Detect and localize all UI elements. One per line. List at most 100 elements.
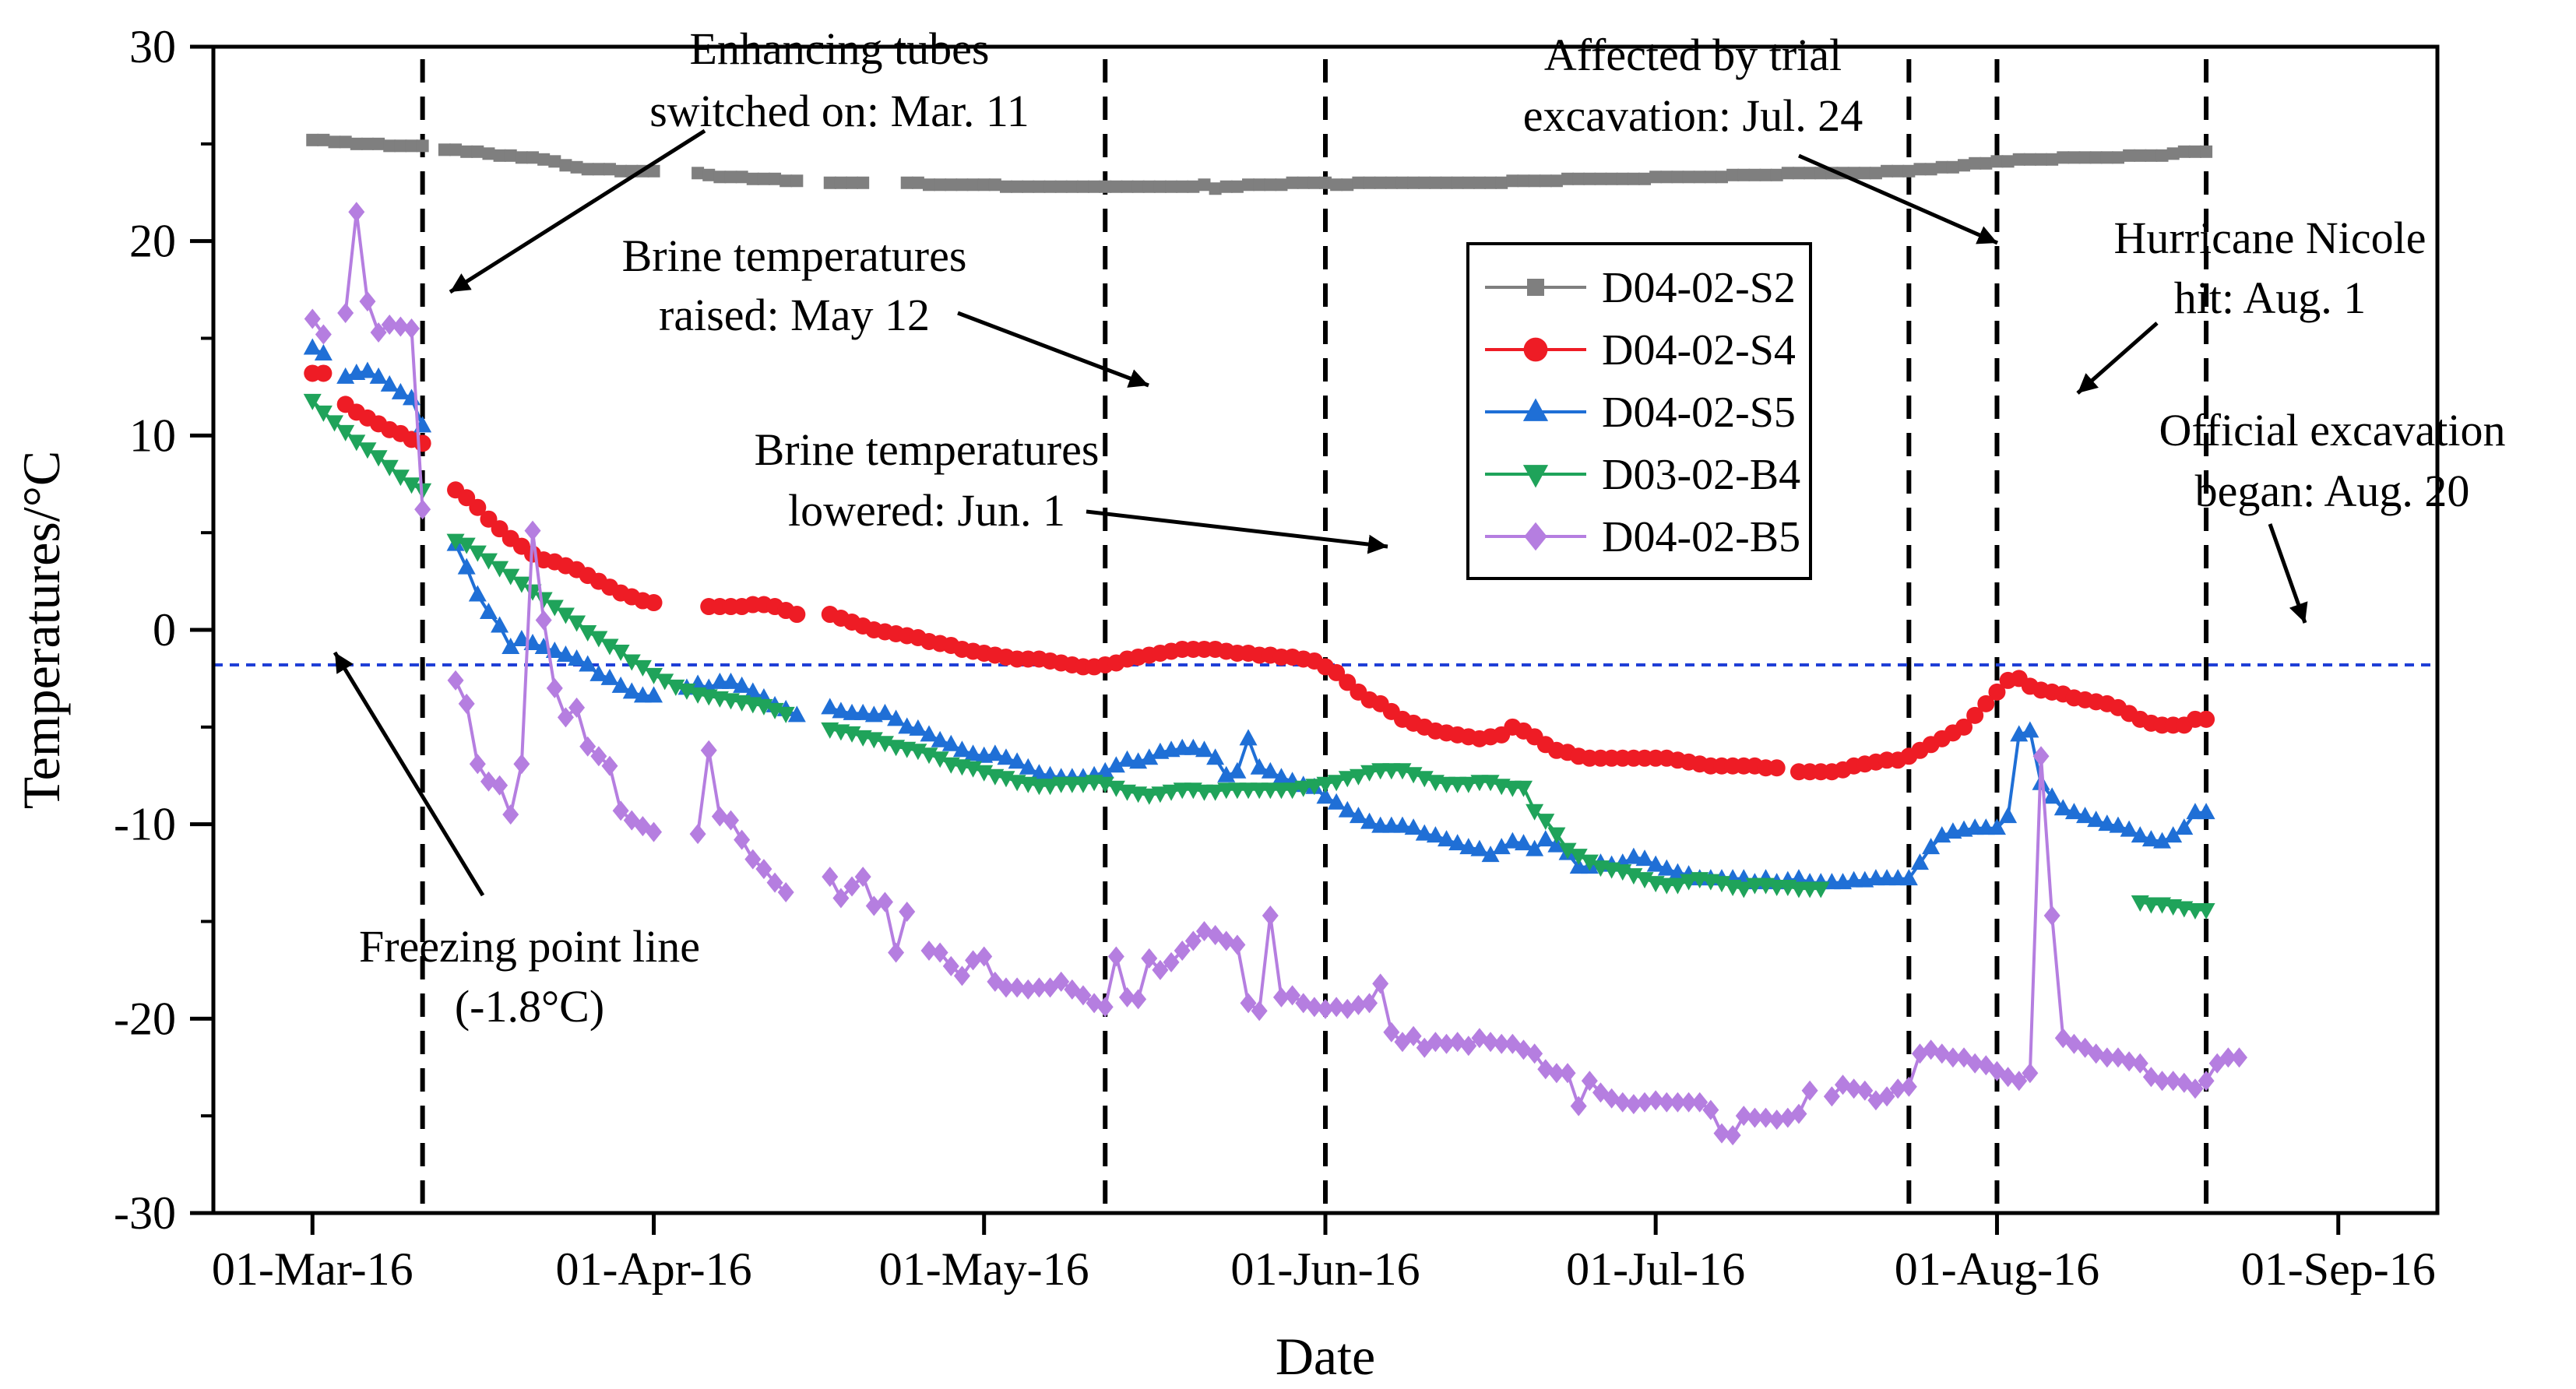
data-point bbox=[777, 882, 794, 903]
data-point bbox=[361, 137, 374, 150]
data-point bbox=[832, 888, 850, 909]
data-point bbox=[1341, 178, 1354, 192]
data-point bbox=[2123, 149, 2136, 162]
legend-label: D04-02-S5 bbox=[1602, 389, 1796, 437]
data-point bbox=[1481, 846, 1500, 863]
data-point bbox=[1184, 930, 1202, 951]
data-point bbox=[482, 147, 495, 160]
data-point bbox=[790, 174, 804, 188]
data-point bbox=[438, 143, 451, 156]
data-point bbox=[491, 520, 509, 538]
data-point bbox=[1405, 1025, 1422, 1046]
data-point bbox=[1958, 159, 1971, 172]
data-point bbox=[1118, 750, 1137, 767]
data-point bbox=[2164, 826, 2183, 843]
data-point bbox=[1372, 973, 1389, 994]
data-point bbox=[1041, 779, 1060, 796]
data-point bbox=[515, 151, 528, 164]
annotation-trial: Affected by trial excavation: Jul. 24 bbox=[1523, 30, 1999, 245]
data-point bbox=[1693, 171, 1706, 184]
data-point bbox=[1250, 758, 1269, 775]
series-line bbox=[829, 613, 1777, 770]
data-point bbox=[600, 668, 619, 685]
data-point bbox=[1383, 1022, 1400, 1043]
data-point bbox=[2165, 1071, 2182, 1092]
data-point bbox=[2043, 905, 2060, 927]
data-point bbox=[822, 867, 839, 888]
data-point bbox=[1526, 804, 1544, 821]
data-point bbox=[941, 734, 960, 751]
data-point bbox=[526, 151, 540, 164]
data-point bbox=[612, 800, 629, 821]
data-point bbox=[1462, 176, 1475, 189]
data-point bbox=[315, 364, 333, 382]
annotation-raised: Brine temperatures raised: May 12 bbox=[622, 230, 1149, 388]
data-point bbox=[1110, 180, 1123, 193]
series-D03-02-B4 bbox=[303, 393, 2215, 920]
data-point bbox=[502, 804, 519, 825]
data-point bbox=[953, 965, 970, 986]
data-point bbox=[1008, 752, 1026, 769]
annotation-text: Brine temperatures bbox=[755, 424, 1100, 475]
data-point bbox=[1011, 180, 1024, 193]
annotation-text: excavation: Jul. 24 bbox=[1523, 90, 1863, 141]
data-point bbox=[1980, 156, 1993, 170]
x-tick-label: 01-Jun-16 bbox=[1230, 1243, 1420, 1295]
data-point bbox=[1363, 176, 1376, 189]
data-point bbox=[1801, 1080, 1818, 1101]
legend-label: D03-02-B4 bbox=[1602, 451, 1800, 499]
data-point bbox=[1646, 855, 1665, 872]
data-point bbox=[920, 940, 938, 961]
data-point bbox=[692, 167, 705, 180]
data-point bbox=[315, 324, 332, 345]
data-point bbox=[1019, 979, 1036, 1000]
data-point bbox=[1668, 877, 1687, 895]
data-point bbox=[1636, 1092, 1653, 1113]
data-point bbox=[2187, 1078, 2204, 1099]
annotation-arrow bbox=[449, 128, 706, 294]
annotation-text: Official excavation bbox=[2159, 405, 2506, 455]
data-point bbox=[513, 754, 530, 775]
data-point bbox=[1913, 163, 1927, 176]
data-point bbox=[1074, 776, 1093, 793]
data-point bbox=[1407, 176, 1420, 189]
data-point bbox=[468, 585, 487, 602]
data-point bbox=[647, 164, 660, 178]
data-point bbox=[1316, 787, 1335, 804]
data-point bbox=[1581, 1071, 1598, 1092]
data-point bbox=[1286, 176, 1299, 189]
data-point bbox=[2043, 787, 2061, 804]
annotation-text: Brine temperatures bbox=[622, 230, 967, 281]
data-point bbox=[1440, 176, 1453, 189]
data-point bbox=[559, 159, 572, 172]
annotation-hurricane: Hurricane Nicole hit: Aug. 1 bbox=[2076, 213, 2426, 395]
data-point bbox=[2023, 153, 2036, 166]
data-point bbox=[1328, 997, 1345, 1018]
data-point bbox=[1338, 800, 1357, 818]
data-point bbox=[2011, 1071, 2028, 1092]
data-point bbox=[523, 584, 542, 601]
data-point bbox=[2012, 153, 2025, 166]
data-point bbox=[1514, 834, 1533, 851]
data-point bbox=[1889, 1078, 1906, 1099]
data-point bbox=[491, 616, 509, 633]
data-point bbox=[1781, 167, 1794, 180]
data-point bbox=[2032, 746, 2050, 767]
data-point bbox=[724, 171, 737, 184]
data-point bbox=[645, 594, 663, 612]
data-point bbox=[1261, 761, 1279, 779]
data-point bbox=[337, 303, 354, 324]
data-point bbox=[1987, 818, 2006, 835]
y-tick-label: -20 bbox=[114, 993, 176, 1044]
data-point bbox=[702, 168, 716, 181]
x-tick-label: 01-Mar-16 bbox=[212, 1243, 413, 1295]
data-point bbox=[1635, 849, 1654, 867]
data-point bbox=[358, 361, 377, 378]
data-point bbox=[1691, 1092, 1709, 1113]
data-point bbox=[1019, 758, 1037, 775]
data-point bbox=[413, 434, 431, 452]
data-point bbox=[1536, 830, 1555, 847]
data-point bbox=[898, 717, 917, 734]
x-tick-label: 01-Apr-16 bbox=[556, 1243, 752, 1295]
data-point bbox=[1811, 881, 1830, 898]
